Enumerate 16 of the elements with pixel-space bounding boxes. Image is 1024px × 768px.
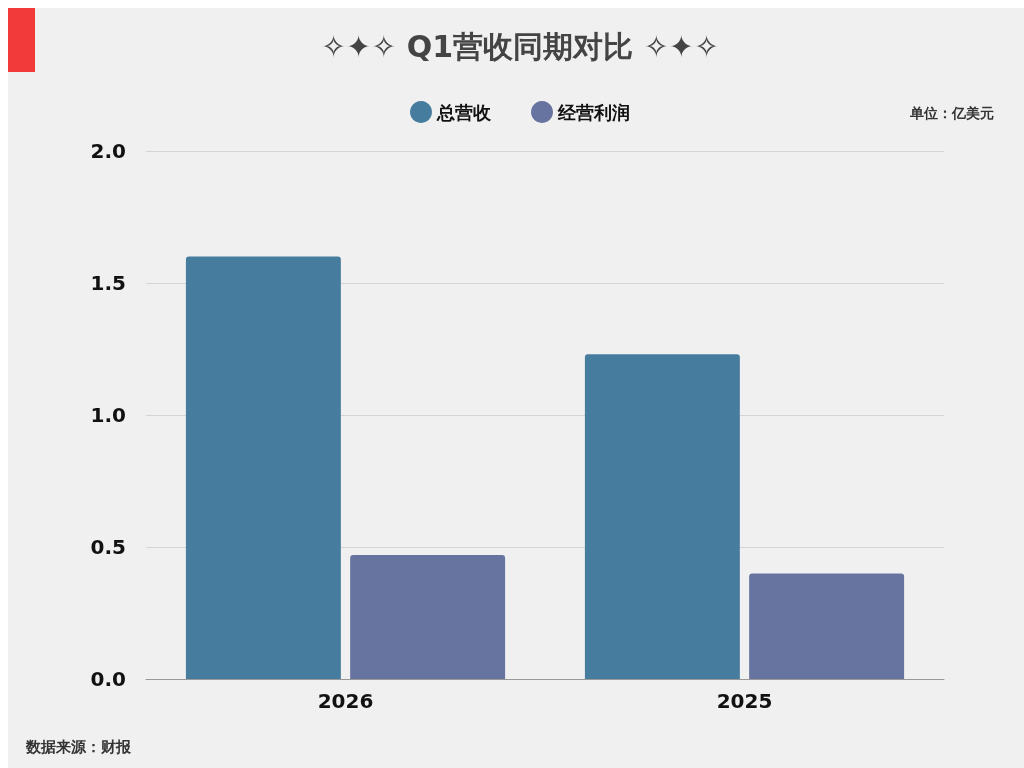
source-note: 数据来源：财报 xyxy=(25,737,132,756)
legend-label: 经营利润 xyxy=(557,101,630,123)
x-tick-label: 2025 xyxy=(716,689,773,713)
y-tick-label: 2.0 xyxy=(90,139,126,163)
text: 单位：亿美元 xyxy=(909,105,994,121)
y-tick-label: 0.5 xyxy=(90,535,126,559)
y-tick-label: 1.5 xyxy=(90,271,126,295)
x-tick-label: 2026 xyxy=(317,689,374,713)
bar xyxy=(350,554,506,679)
chart-title: ✧✦✧ Q1营收同期对比 ✧✦✧ xyxy=(320,28,720,64)
bar xyxy=(749,573,905,679)
bar xyxy=(584,354,740,679)
bar xyxy=(185,256,341,679)
y-tick-label: 0.0 xyxy=(90,667,126,691)
legend-label: 总营收 xyxy=(436,101,492,123)
y-tick-label: 1.0 xyxy=(90,403,126,427)
